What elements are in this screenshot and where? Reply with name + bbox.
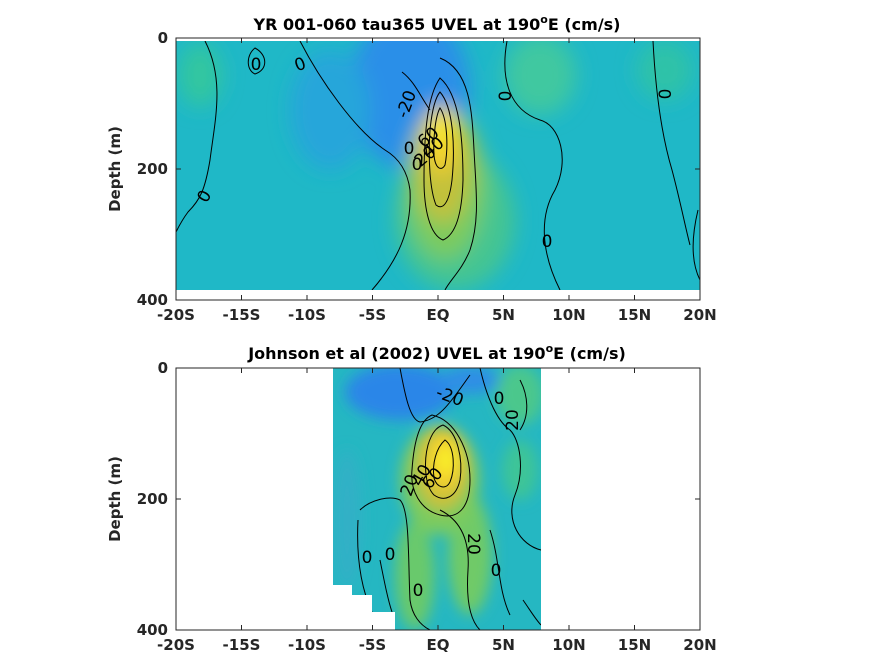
- panel-1-y-label: Depth (m): [106, 126, 124, 212]
- x-tick-label: 20N: [683, 636, 716, 654]
- contour-label: 0: [413, 581, 424, 601]
- x-tick-label: -20S: [157, 636, 195, 654]
- y-tick-label: 200: [137, 490, 168, 508]
- y-tick-label: 400: [137, 621, 168, 639]
- panel-1: YR 001-060 tau365 UVEL at 190oE (cm/s): [106, 13, 717, 324]
- panel-1-title: YR 001-060 tau365 UVEL at 190oE (cm/s): [253, 13, 621, 34]
- panel-2-heatmap: -20 20 0 20 40 60 0 0 0 20 0: [333, 368, 541, 630]
- y-tick-label: 0: [158, 29, 168, 47]
- panel-2-x-axis: -20S -15S -10S -5S EQ 5N 10N 15N 20N: [157, 368, 717, 654]
- contour-label: 0: [491, 561, 502, 581]
- panel-2-y-label: Depth (m): [106, 456, 124, 542]
- x-tick-label: -15S: [223, 306, 261, 324]
- x-tick-label: EQ: [427, 306, 450, 324]
- contour-label: 0: [412, 155, 423, 175]
- contour-label: 0: [494, 389, 505, 409]
- x-tick-label: 10N: [552, 306, 585, 324]
- panel-2-title: Johnson et al (2002) UVEL at 190oE (cm/s…: [247, 342, 626, 363]
- contour-label: 0: [362, 548, 373, 568]
- panel-1-heatmap: 0 0 0 -20 0 0 0 0 0 20 40 60: [176, 41, 700, 290]
- y-tick-label: 200: [137, 160, 168, 178]
- x-tick-label: 15N: [618, 306, 651, 324]
- contour-label: 20: [463, 533, 483, 555]
- x-tick-label: -20S: [157, 306, 195, 324]
- contour-label: 0: [404, 139, 415, 159]
- contour-label: 0: [385, 545, 396, 565]
- panel-2-contours: [357, 368, 541, 630]
- x-tick-label: 15N: [618, 636, 651, 654]
- x-tick-label: -5S: [359, 306, 386, 324]
- x-tick-label: EQ: [427, 636, 450, 654]
- contour-label: 0: [251, 55, 262, 75]
- x-tick-label: 5N: [492, 636, 515, 654]
- x-tick-label: -10S: [288, 306, 326, 324]
- x-tick-label: -15S: [223, 636, 261, 654]
- x-tick-label: -10S: [288, 636, 326, 654]
- contour-label: 0: [542, 232, 553, 252]
- panel-1-contours: [176, 41, 700, 290]
- contour-label: 0: [656, 89, 676, 100]
- panel-2: Johnson et al (2002) UVEL at 190oE (cm/s…: [106, 342, 717, 654]
- x-tick-label: 5N: [492, 306, 515, 324]
- y-tick-label: 0: [158, 359, 168, 377]
- panel-1-x-axis: -20S -15S -10S -5S EQ 5N 10N 15N 20N: [157, 38, 717, 324]
- x-tick-label: 20N: [683, 306, 716, 324]
- x-tick-label: 10N: [552, 636, 585, 654]
- contour-label: 0: [496, 91, 516, 102]
- panel-1-y-axis: 0 200 400: [137, 29, 700, 309]
- y-tick-label: 400: [137, 291, 168, 309]
- x-tick-label: -5S: [359, 636, 386, 654]
- contour-label: 20: [503, 409, 523, 431]
